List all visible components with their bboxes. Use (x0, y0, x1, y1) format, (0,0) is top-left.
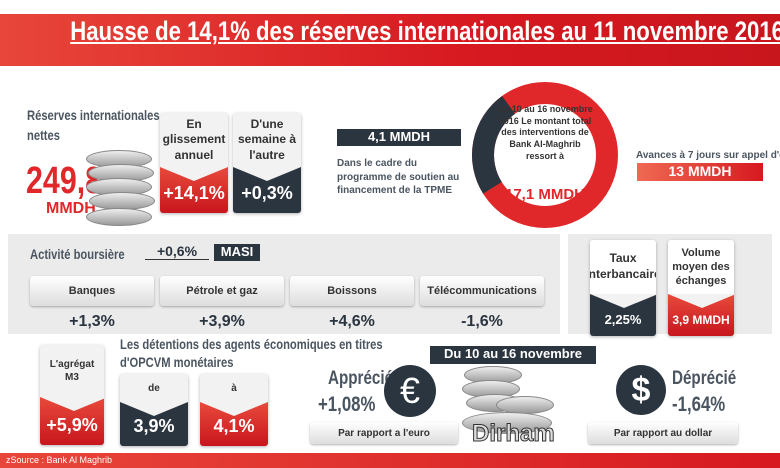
masi-value: +0,6% (145, 243, 209, 260)
tpme-segment (471, 82, 618, 228)
sector-boissons: Boissons (290, 276, 414, 306)
interbank-volume-card: Volume moyen des échanges 3,9 MMDH (668, 240, 734, 336)
sector-banques: Banques (30, 276, 154, 306)
title-banner (0, 14, 780, 66)
coins-stack-icon (86, 150, 155, 230)
weekly-change-card: D'une semaine à l'autre +0,3% (233, 113, 301, 213)
opcvm-from-card: de 3,9% (120, 374, 188, 446)
sector-petrole-value: +3,9% (199, 313, 245, 330)
annual-label: En glissement annuel (162, 116, 226, 162)
annual-change-card: En glissement annuel +14,1% (160, 113, 228, 213)
euro-value: +1,08% (318, 393, 376, 416)
sector-petrole: Pétrole et gaz (160, 276, 284, 306)
dirham-label: Dirham (472, 420, 556, 448)
dirham-coins-icon (462, 366, 562, 446)
dollar-value: -1,64% (672, 393, 726, 416)
reserves-unit: MMDH (46, 200, 96, 217)
bourse-label: Activité boursière (30, 246, 125, 262)
page-title: Hausse de 14,1% des réserves internation… (70, 16, 780, 46)
reserves-label: Réserves internationales nettes (27, 107, 160, 143)
opcvm-label: Les détentions des agents économiques en… (120, 336, 383, 371)
sector-telecom: Télécommunications (420, 276, 544, 306)
dollar-icon: $ (616, 365, 666, 415)
advances-value: 13 MMDH (637, 163, 763, 181)
sector-boissons-value: +4,6% (329, 313, 375, 330)
tpme-value: 4,1 MMDH (337, 129, 461, 146)
dollar-label: Déprécié (672, 368, 737, 389)
source-footer: zSource : Bank Al Maghrib (0, 453, 780, 468)
weekly-value: +0,3% (233, 167, 301, 213)
interbank-rate-card: Taux interbancaire 2,25% (590, 240, 656, 336)
euro-label: Apprécié (328, 368, 394, 389)
dollar-caption: Par rapport au dollar (588, 422, 738, 444)
sector-banques-value: +1,3% (69, 313, 115, 330)
weekly-label: D'une semaine à l'autre (237, 116, 297, 162)
masi-label: MASI (214, 244, 260, 261)
interventions-donut (471, 82, 618, 228)
dirham-period: Du 10 au 16 novembre 2016 (430, 346, 596, 376)
tpme-text: Dans le cadre du programme de soutien au… (337, 158, 460, 196)
reserves-value: 249,8 (26, 160, 103, 202)
sector-telecom-value: -1,6% (461, 313, 503, 330)
opcvm-to-card: à 4,1% (200, 374, 268, 446)
annual-value: +14,1% (160, 167, 228, 213)
euro-caption: Par rapport a l'euro (310, 422, 458, 444)
advances-label: Avances à 7 jours sur appel d'offres (636, 150, 780, 161)
donut-center-text: Du 10 au 16 novembre 2016 Le montant tot… (497, 104, 593, 161)
interventions-total: 17,1 MMDH (504, 186, 586, 203)
m3-card: L'agrégat M3 +5,9% (40, 345, 104, 445)
euro-icon: € (384, 365, 436, 417)
